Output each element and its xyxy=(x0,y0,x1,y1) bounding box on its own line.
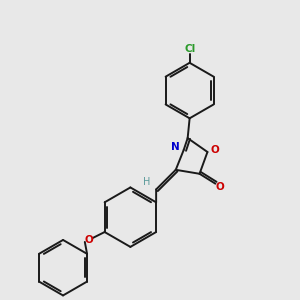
Text: O: O xyxy=(216,182,225,192)
Text: O: O xyxy=(210,145,219,155)
Text: H: H xyxy=(142,176,150,187)
Text: N: N xyxy=(171,142,180,152)
Text: Cl: Cl xyxy=(184,44,195,54)
Text: O: O xyxy=(84,235,93,245)
